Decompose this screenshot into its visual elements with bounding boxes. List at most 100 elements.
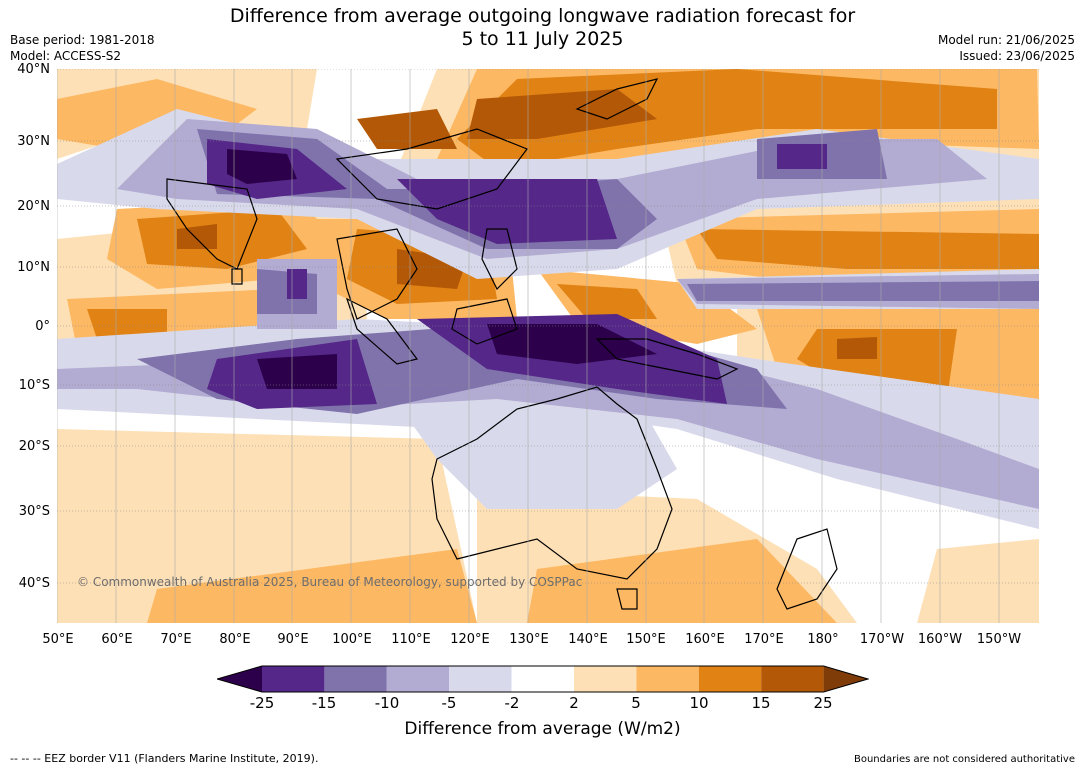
anomaly-region: [487, 324, 657, 364]
colorbar-swatch: [386, 666, 450, 692]
colorbar-swatch: [324, 666, 387, 692]
meta-left: Base period: 1981-2018 Model: ACCESS-S2: [10, 32, 155, 64]
lon-label-140e: 140°E: [568, 632, 608, 647]
new-guinea-coastline: [595, 338, 739, 380]
positive-anomaly-regions: [57, 69, 1039, 623]
lat-label-30s: 30°S: [18, 504, 50, 519]
colorbar-swatch: [262, 666, 325, 692]
chart-title: Difference from average outgoing longwav…: [0, 5, 1085, 51]
lon-label-130e: 130°E: [509, 632, 549, 647]
tasmania-coastline: [616, 588, 638, 610]
lon-label-70e: 70°E: [160, 632, 192, 647]
anomaly-region: [147, 549, 477, 623]
lon-label-120e: 120°E: [450, 632, 490, 647]
anomaly-map-svg: [57, 69, 1039, 623]
anomaly-region: [387, 389, 677, 509]
anomaly-region: [557, 284, 657, 319]
lon-label-160e: 160°E: [685, 632, 725, 647]
new-zealand-coastline: [776, 528, 838, 610]
colorbar-tick: 2: [569, 694, 579, 712]
anomaly-region: [687, 281, 1039, 301]
colorbar-tick: -15: [311, 694, 337, 712]
colorbar-label: Difference from average (W/m2): [404, 719, 681, 739]
lat-label-20s: 20°S: [18, 439, 50, 454]
lon-label-160w: 160°W: [917, 632, 963, 647]
model-run: Model run: 21/06/2025: [937, 33, 1075, 47]
lon-label-60e: 60°E: [101, 632, 133, 647]
colorbar-swatch: [761, 666, 824, 692]
indochina-coastline: [336, 228, 418, 320]
issued-date: Issued: 23/06/2025: [959, 49, 1075, 63]
anomaly-region: [527, 539, 837, 623]
colorbar-tick: -25: [249, 694, 275, 712]
colorbar-tick: -2: [504, 694, 520, 712]
lon-label-80e: 80°E: [219, 632, 251, 647]
anomaly-region: [837, 337, 877, 359]
anomaly-region: [917, 539, 1039, 623]
india-coastline: [166, 178, 258, 270]
lon-label-150e: 150°E: [626, 632, 666, 647]
meta-right: Model run: 21/06/2025 Issued: 23/06/2025: [938, 32, 1075, 64]
base-period: Base period: 1981-2018: [10, 33, 155, 47]
colorbar-tick: 25: [813, 694, 833, 712]
model-name: Model: ACCESS-S2: [10, 49, 122, 63]
anomaly-region: [137, 209, 307, 269]
colorbar-swatch: [574, 666, 637, 692]
colorbar-below-min: [217, 666, 262, 692]
coastlines: [166, 78, 838, 610]
lat-label-10n: 10°N: [17, 260, 50, 275]
anomaly-region: [697, 229, 1039, 269]
negative-anomaly-regions: [57, 109, 1039, 529]
colorbar-svg: [215, 665, 870, 693]
anomaly-region: [777, 144, 827, 169]
anomaly-region: [227, 149, 297, 184]
anomaly-region: [397, 179, 617, 244]
anomaly-map: [57, 69, 1039, 623]
colorbar-swatch: [698, 666, 762, 692]
colorbar-tick: 10: [689, 694, 709, 712]
anomaly-region: [87, 309, 167, 339]
colorbar-swatch: [511, 666, 574, 692]
lon-label-50e: 50°E: [42, 632, 74, 647]
colorbar-above-max: [823, 666, 868, 692]
lat-label-20n: 20°N: [17, 199, 50, 214]
anomaly-region: [467, 89, 657, 139]
china-coastline: [335, 128, 528, 210]
colorbar-swatch: [636, 666, 699, 692]
lat-label-40n: 40°N: [17, 62, 50, 77]
sri-lanka-coastline: [231, 268, 243, 285]
lon-label-100e: 100°E: [332, 632, 372, 647]
lat-label-10s: 10°S: [18, 378, 50, 393]
colorbar-outline: [215, 665, 870, 693]
lon-label-170w: 170°W: [859, 632, 905, 647]
anomaly-region: [257, 354, 337, 389]
anomaly-region: [357, 109, 457, 149]
colorbar-tick: 5: [631, 694, 641, 712]
colorbar-tick: -5: [441, 694, 457, 712]
sumatra-coastline: [345, 297, 419, 365]
colorbar-swatch: [449, 666, 512, 692]
copyright-notice: © Commonwealth of Australia 2025, Bureau…: [77, 575, 583, 589]
title-line-2: 5 to 11 July 2025: [461, 28, 624, 50]
anomaly-region: [177, 224, 217, 249]
lat-label-30n: 30°N: [17, 134, 50, 149]
meridians: [57, 69, 1000, 623]
eez-legend: -- -- -- EEZ border V11 (Flanders Marine…: [10, 752, 319, 765]
anomaly-region: [287, 269, 307, 299]
lon-label-110e: 110°E: [391, 632, 431, 647]
lon-label-150w: 150°W: [976, 632, 1022, 647]
australia-coastline: [431, 386, 673, 580]
lat-label-40s: 40°S: [18, 576, 50, 591]
japan-coastline: [575, 78, 659, 120]
boundary-disclaimer: Boundaries are not considered authoritat…: [853, 754, 1075, 765]
colorbar: [215, 665, 870, 693]
lat-label-0: 0°: [35, 319, 50, 334]
lon-label-180: 180°: [807, 632, 839, 647]
title-line-1: Difference from average outgoing longwav…: [229, 5, 856, 27]
colorbar-tick: 15: [751, 694, 771, 712]
borneo-coastline: [451, 298, 518, 345]
colorbar-tick: -10: [374, 694, 400, 712]
philippines-coastline: [481, 228, 518, 291]
lon-label-170e: 170°E: [744, 632, 784, 647]
lon-label-90e: 90°E: [277, 632, 309, 647]
